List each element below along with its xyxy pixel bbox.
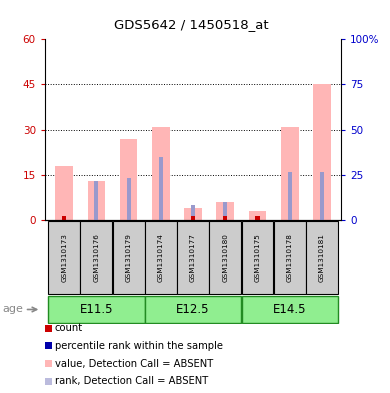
- Text: GSM1310180: GSM1310180: [222, 233, 228, 282]
- Bar: [320, 172, 324, 220]
- Bar: [94, 181, 99, 220]
- Bar: [306, 221, 338, 294]
- Bar: [274, 221, 306, 294]
- Bar: [216, 202, 234, 220]
- Text: rank, Detection Call = ABSENT: rank, Detection Call = ABSENT: [55, 376, 208, 386]
- Text: GDS5642 / 1450518_at: GDS5642 / 1450518_at: [114, 18, 268, 31]
- Text: count: count: [55, 323, 83, 333]
- Bar: [120, 139, 137, 220]
- Bar: [255, 217, 260, 220]
- Bar: [241, 296, 338, 323]
- Text: GSM1310173: GSM1310173: [61, 233, 67, 282]
- Bar: [62, 217, 66, 220]
- Text: GSM1310177: GSM1310177: [190, 233, 196, 282]
- Bar: [287, 172, 292, 220]
- Bar: [159, 157, 163, 220]
- Text: GSM1310179: GSM1310179: [126, 233, 131, 282]
- Text: percentile rank within the sample: percentile rank within the sample: [55, 341, 223, 351]
- Bar: [80, 221, 112, 294]
- Bar: [177, 221, 209, 294]
- Bar: [191, 217, 195, 220]
- Bar: [145, 296, 241, 323]
- Text: GSM1310178: GSM1310178: [287, 233, 293, 282]
- Text: GSM1310174: GSM1310174: [158, 233, 164, 282]
- Bar: [223, 217, 227, 220]
- Text: age: age: [2, 305, 23, 314]
- Bar: [241, 221, 273, 294]
- Bar: [313, 84, 331, 220]
- Bar: [55, 166, 73, 220]
- Bar: [152, 127, 170, 220]
- Text: GSM1310181: GSM1310181: [319, 233, 325, 282]
- Bar: [113, 221, 145, 294]
- Text: E11.5: E11.5: [80, 303, 113, 316]
- Bar: [191, 205, 195, 220]
- Bar: [281, 127, 299, 220]
- Text: GSM1310175: GSM1310175: [255, 233, 261, 282]
- Bar: [126, 178, 131, 220]
- Bar: [48, 296, 145, 323]
- Bar: [223, 202, 227, 220]
- Text: value, Detection Call = ABSENT: value, Detection Call = ABSENT: [55, 358, 213, 369]
- Text: E12.5: E12.5: [176, 303, 210, 316]
- Bar: [184, 208, 202, 220]
- Bar: [87, 181, 105, 220]
- Bar: [145, 221, 177, 294]
- Bar: [209, 221, 241, 294]
- Bar: [48, 221, 80, 294]
- Bar: [249, 211, 266, 220]
- Text: GSM1310176: GSM1310176: [93, 233, 99, 282]
- Text: E14.5: E14.5: [273, 303, 307, 316]
